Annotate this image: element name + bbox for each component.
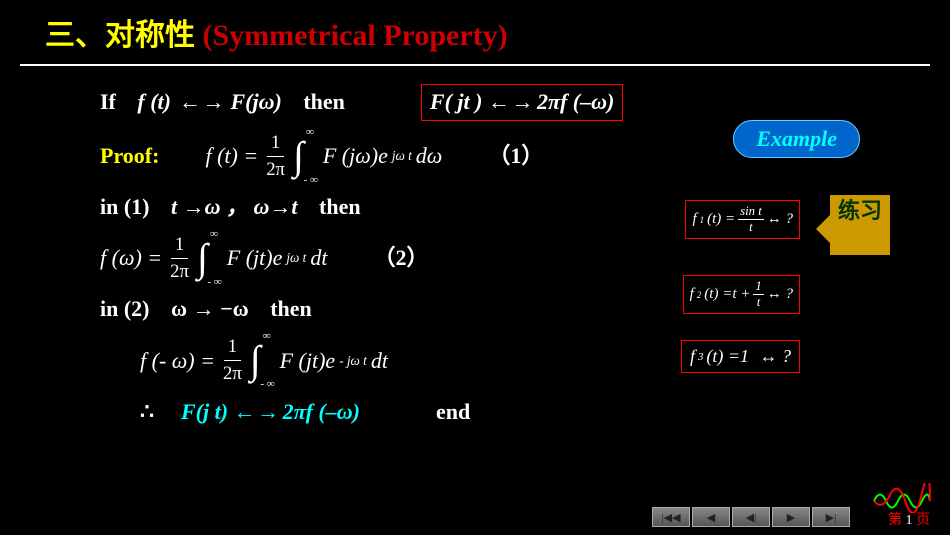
exercise-f1: f1(t) = sin tt ↔ ? [685,200,800,239]
line-if: If f (t) ← → F(jω) then F( jt ) ← → 2πf … [100,84,910,121]
boxed-duality: F( jt ) ← → 2πf (–ω) [421,84,623,121]
conclusion-line: ∴ F(j t) ← → 2πf (–ω) end [140,397,910,428]
eq-1: f (t) = 12π ∫∞- ∞ F (jω)ejω tdω [205,129,442,184]
nav-next-button[interactable]: ▶ [772,507,810,527]
title-english: (Symmetrical Property) [203,19,508,52]
eq-3: f (- ω) = 12π ∫∞- ∞ F (jt)e- jω tdt [140,333,388,388]
title-chinese: 三、对称性 [45,19,195,52]
proof-label: Proof: [100,141,159,172]
slide-title: 三、对称性 (Symmetrical Property) [20,0,930,66]
nav-prev-button[interactable]: ◀ [692,507,730,527]
nav-back-button[interactable]: ◀| [732,507,770,527]
exercise-f2: f2(t) =t + 1t ↔ ? [683,275,800,314]
nav-bar: |◀◀ ◀ ◀| ▶ ▶| [652,507,850,527]
page-number: 第 1 页 [888,509,930,529]
practice-callout[interactable]: 练习 [830,195,890,255]
nav-first-button[interactable]: |◀◀ [652,507,690,527]
exercise-f3: f3(t) =1 ↔ ? [681,340,800,373]
example-button[interactable]: Example [733,120,860,158]
nav-last-button[interactable]: ▶| [812,507,850,527]
eq-2: f (ω) = 12π ∫∞- ∞ F (jt)ejω tdt [100,231,327,286]
